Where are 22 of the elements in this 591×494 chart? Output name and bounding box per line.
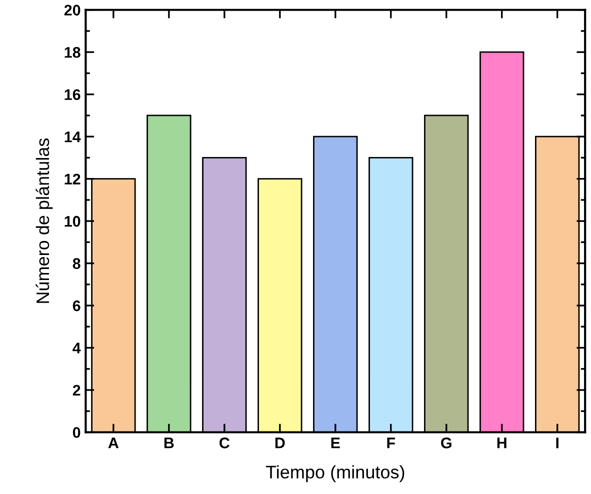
x-tick-label: G: [441, 438, 452, 448]
x-tick-label: E: [331, 438, 340, 448]
y-tick-label: 8: [72, 258, 80, 269]
y-tick-label: 20: [64, 4, 80, 16]
y-tick-label: 12: [64, 174, 80, 184]
y-tick-label: 16: [64, 89, 80, 100]
x-tick-label: I: [556, 438, 558, 448]
y-tick-label: 0: [72, 427, 80, 438]
x-tick-label: D: [275, 438, 285, 448]
y-axis-title: Número de plántulas: [36, 138, 53, 303]
x-tick-label: H: [497, 438, 506, 448]
x-tick-label: F: [387, 438, 395, 448]
y-tick-label: 18: [64, 46, 80, 58]
x-axis-title: Tiempo (minutos): [266, 465, 404, 482]
x-tick-label: B: [164, 438, 174, 448]
y-tick-label: 6: [72, 300, 80, 312]
y-tick-label: 2: [72, 384, 80, 396]
y-tick-label: 14: [64, 132, 81, 142]
x-tick-label: A: [108, 438, 119, 448]
x-tick-label: C: [220, 438, 230, 448]
y-tick-label: 4: [72, 342, 81, 354]
y-tick-label: 10: [64, 216, 80, 227]
